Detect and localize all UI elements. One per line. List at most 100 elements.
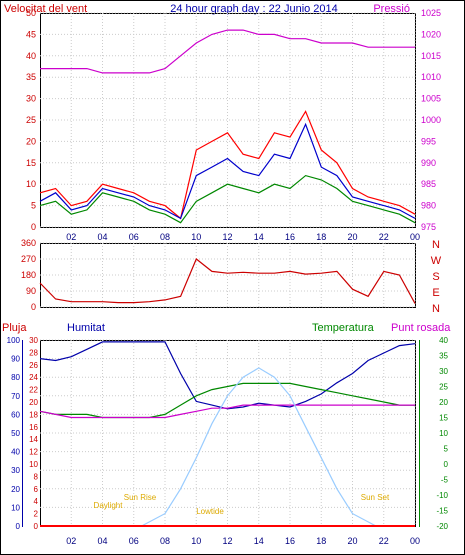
temperature-tick-label: -10 <box>436 491 448 500</box>
humidity-tick-label: 60 <box>11 410 20 419</box>
wind-tick-label: 15 <box>26 158 36 168</box>
humidity-tick-label: 10 <box>11 503 20 512</box>
temperature-tick-label: 10 <box>439 429 448 438</box>
temperature-tick-label: 5 <box>444 445 449 454</box>
pressure-tick-label: 990 <box>421 158 436 168</box>
wind-x-tick-label: 08 <box>160 232 170 242</box>
pressure-tick-label: 1010 <box>421 72 441 82</box>
wind-tick-label: 35 <box>26 72 36 82</box>
temperature-tick-label: -15 <box>436 507 448 516</box>
wind-x-tick-label: 22 <box>379 232 389 242</box>
direction-tick-label: 270 <box>21 254 36 264</box>
pressure-line <box>40 29 415 74</box>
humidity-tick-label: 90 <box>11 355 20 364</box>
rain-tick-label: 14 <box>29 435 38 444</box>
pressure-tick-label: 995 <box>421 136 436 146</box>
temperature-tick-label: 35 <box>439 352 448 361</box>
rain-axis-label: Pluja <box>2 322 27 334</box>
rain-tick-label: 8 <box>34 472 39 481</box>
direction-tick-label: 360 <box>21 238 36 248</box>
rain-tick-label: 10 <box>29 460 38 469</box>
thermal-x-tick-label: 18 <box>316 536 326 546</box>
thermal-x-tick-label: 16 <box>285 536 295 546</box>
wind-tick-label: 30 <box>26 94 36 104</box>
temperature-tick-label: 40 <box>439 336 448 345</box>
daylight-label: Daylight <box>94 501 124 510</box>
temperature-tick-label: 15 <box>439 414 448 423</box>
wind-tick-label: 40 <box>26 51 36 61</box>
compass-label: S <box>432 271 439 283</box>
wind-tick-label: 50 <box>26 8 36 18</box>
humidity-tick-label: 0 <box>16 522 21 531</box>
pressure-tick-label: 985 <box>421 179 436 189</box>
thermal-x-tick-label: 10 <box>191 536 201 546</box>
thermal-x-tick-label: 20 <box>347 536 357 546</box>
wind-tick-label: 45 <box>26 29 36 39</box>
pressure-axis-label: Pressió <box>373 3 410 15</box>
thermal-x-tick-label: 04 <box>97 536 107 546</box>
rain-tick-label: 0 <box>34 522 39 531</box>
wind-tick-label: 20 <box>26 136 36 146</box>
rain-tick-label: 30 <box>29 336 38 345</box>
rain-tick-label: 28 <box>29 348 38 357</box>
temperature-tick-label: 25 <box>439 383 448 392</box>
temperature-axis-label: Temperatura <box>312 322 375 334</box>
wind-x-tick-label: 14 <box>254 232 264 242</box>
wind-x-tick-label: 04 <box>97 232 107 242</box>
wind_avg-line <box>39 174 416 224</box>
compass-label: E <box>432 287 439 299</box>
lowtide-label: Lowtide <box>196 507 224 516</box>
humidity-tick-label: 80 <box>11 373 20 382</box>
pressure-tick-label: 1015 <box>421 51 441 61</box>
thermal-x-tick-label: 06 <box>129 536 139 546</box>
wind_speed-line <box>39 110 416 220</box>
humidity-tick-label: 30 <box>11 466 20 475</box>
direction-tick-label: 180 <box>21 270 36 280</box>
thermal-x-tick-label: 00 <box>410 536 420 546</box>
humidity-tick-label: 70 <box>11 392 20 401</box>
thermal-x-tick-label: 12 <box>222 536 232 546</box>
wind-tick-label: 10 <box>26 179 36 189</box>
rain-tick-label: 24 <box>29 373 38 382</box>
humidity-tick-label: 20 <box>11 485 20 494</box>
rain-tick-label: 4 <box>34 497 39 506</box>
rain-tick-label: 6 <box>34 485 39 494</box>
direction-tick-label: 0 <box>31 302 36 312</box>
humidity-axis-label: Humitat <box>67 322 105 334</box>
wind-tick-label: 25 <box>26 115 36 125</box>
pressure-tick-label: 1000 <box>421 115 441 125</box>
wind-tick-label: 5 <box>31 201 36 211</box>
wind_gust-line <box>39 122 416 220</box>
humidity-tick-label: 100 <box>7 336 21 345</box>
temperature-tick-label: 0 <box>444 460 449 469</box>
thermal-x-tick-label: 08 <box>160 536 170 546</box>
dewpoint-axis-label: Punt rosada <box>391 322 451 334</box>
wind-x-tick-label: 00 <box>410 232 420 242</box>
wind-x-tick-label: 10 <box>191 232 201 242</box>
rain-tick-label: 18 <box>29 410 38 419</box>
compass-label: N <box>432 239 440 251</box>
thermal-x-tick-label: 14 <box>254 536 264 546</box>
temperature-tick-label: 30 <box>439 367 448 376</box>
compass-label: W <box>431 255 442 267</box>
temperature-tick-label: 20 <box>439 398 448 407</box>
temperature-tick-label: -20 <box>436 522 448 531</box>
rain-tick-label: 12 <box>29 448 38 457</box>
pressure-tick-label: 1005 <box>421 94 441 104</box>
rain-tick-label: 22 <box>29 386 38 395</box>
dewpoint-line <box>39 404 415 419</box>
wind-x-tick-label: 12 <box>222 232 232 242</box>
rain-tick-label: 16 <box>29 423 38 432</box>
temperature-tick-label: -5 <box>441 476 449 485</box>
direction-tick-label: 90 <box>26 286 36 296</box>
wind-x-tick-label: 16 <box>285 232 295 242</box>
wind-x-tick-label: 20 <box>347 232 357 242</box>
compass-label: N <box>432 303 440 315</box>
wind-x-tick-label: 06 <box>129 232 139 242</box>
humidity-tick-label: 40 <box>11 448 20 457</box>
